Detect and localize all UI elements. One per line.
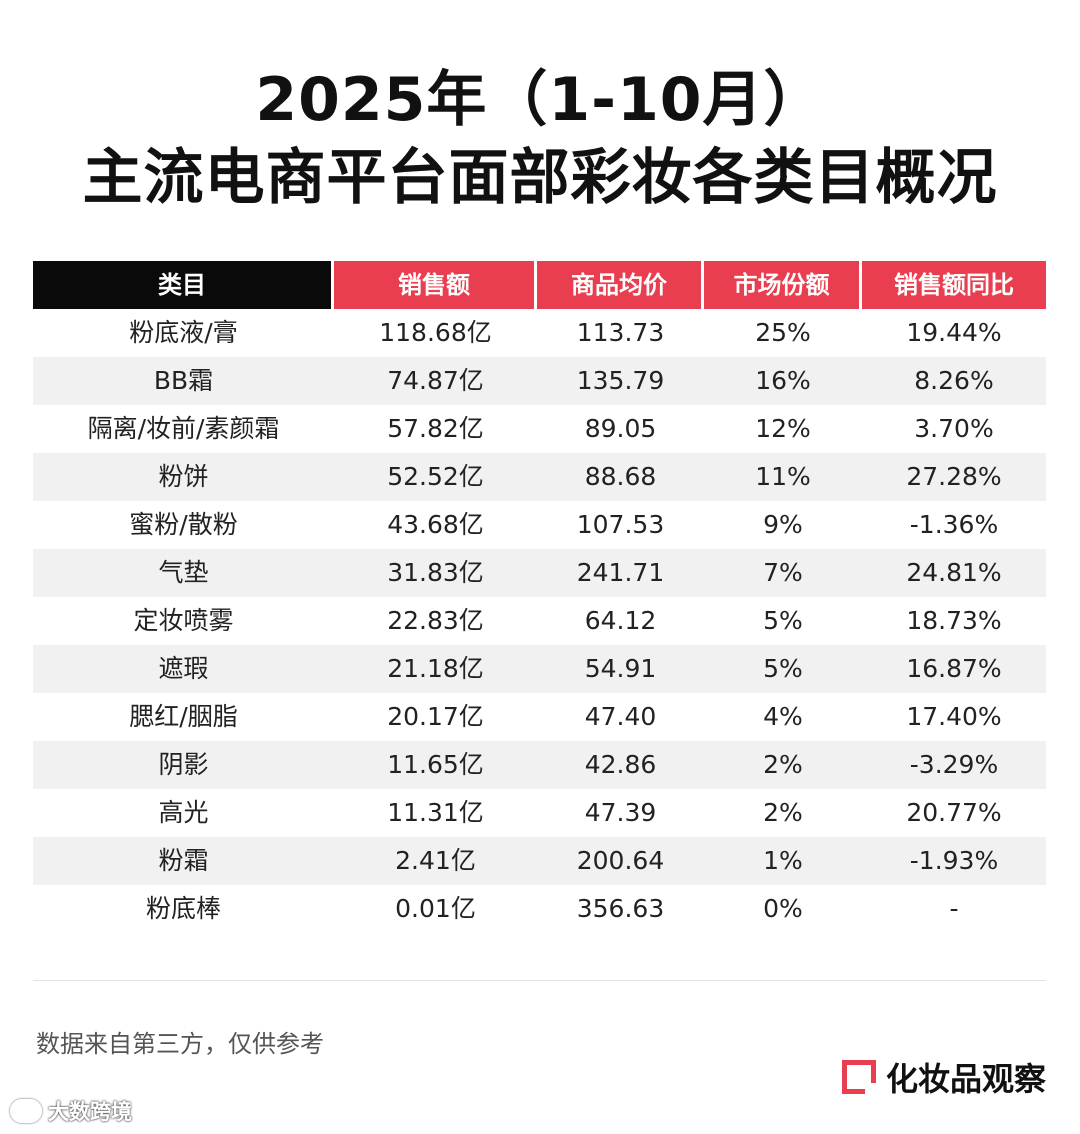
cell-avg-price: 88.68 [584, 462, 657, 491]
cell-avg-price: 42.86 [584, 750, 657, 779]
table-row: 粉霜 2.41亿 200.64 1% -1.93% [33, 837, 1046, 885]
cell-avg-price: 107.53 [576, 510, 665, 539]
table-row: 腮红/胭脂 20.17亿 47.40 4% 17.40% [33, 693, 1046, 741]
table-row: 隔离/妆前/素颜霜 57.82亿 89.05 12% 3.70% [33, 405, 1046, 453]
table-row: 遮瑕 21.18亿 54.91 5% 16.87% [33, 645, 1046, 693]
cell-sales: 20.17亿 [387, 702, 484, 731]
cell-market-share: 12% [755, 414, 811, 443]
cell-market-share: 0% [763, 894, 803, 923]
cell-sales: 43.68亿 [387, 510, 484, 539]
cell-avg-price: 64.12 [584, 606, 657, 635]
cell-avg-price: 47.40 [584, 702, 657, 731]
cell-yoy: - [949, 894, 959, 923]
cell-market-share: 5% [763, 606, 803, 635]
cell-sales: 22.83亿 [387, 606, 484, 635]
cell-category: 隔离/妆前/素颜霜 [87, 414, 280, 443]
brand-name: 化妆品观察 [885, 1060, 1046, 1098]
cell-market-share: 1% [763, 846, 803, 875]
table-row: 粉饼 52.52亿 88.68 11% 27.28% [33, 453, 1046, 501]
cell-category: 腮红/胭脂 [129, 702, 238, 731]
column-header-sales: 销售额 [334, 261, 537, 309]
cell-market-share: 25% [755, 318, 811, 347]
cell-sales: 11.65亿 [387, 750, 484, 779]
cell-category: 气垫 [158, 558, 209, 587]
cell-category: 遮瑕 [158, 654, 209, 683]
cell-yoy: -1.36% [909, 510, 999, 539]
cell-yoy: 8.26% [914, 366, 994, 395]
cell-category: 定妆喷雾 [133, 606, 234, 635]
cell-avg-price: 47.39 [584, 798, 657, 827]
cell-market-share: 4% [763, 702, 803, 731]
cell-yoy: 16.87% [906, 654, 1002, 683]
cell-sales: 0.01亿 [395, 894, 476, 923]
cell-avg-price: 200.64 [576, 846, 665, 875]
table-row: 粉底液/膏 118.68亿 113.73 25% 19.44% [33, 309, 1046, 357]
cell-market-share: 16% [755, 366, 811, 395]
cell-avg-price: 135.79 [576, 366, 665, 395]
table-body: 粉底液/膏 118.68亿 113.73 25% 19.44% BB霜 74.87亿 135.… [33, 309, 1046, 933]
cell-category: BB霜 [153, 366, 214, 395]
footer-divider [33, 980, 1046, 981]
chart-title-line2: 主流电商平台面部彩妆各类目概况 [82, 143, 998, 213]
table-row: 阴影 11.65亿 42.86 2% -3.29% [33, 741, 1046, 789]
cell-yoy: 27.28% [906, 462, 1002, 491]
cell-category: 粉霜 [158, 846, 209, 875]
data-table: 类目 销售额 商品均价 市场份额 销售额同比 粉底液/膏 118.68亿 113.7… [33, 261, 1046, 933]
table-row: 高光 11.31亿 47.39 2% 20.77% [33, 789, 1046, 837]
cell-category: 阴影 [158, 750, 209, 779]
table-row: 定妆喷雾 22.83亿 64.12 5% 18.73% [33, 597, 1046, 645]
cell-market-share: 11% [755, 462, 811, 491]
watermark: 大数跨境 [10, 1096, 132, 1126]
brand-logo: 化妆品观察 [841, 1054, 1046, 1100]
table-row: BB霜 74.87亿 135.79 16% 8.26% [33, 357, 1046, 405]
cell-yoy: 20.77% [906, 798, 1002, 827]
column-header-market-share: 市场份额 [704, 261, 862, 309]
watermark-text: 大数跨境 [48, 1100, 132, 1124]
cell-sales: 21.18亿 [387, 654, 484, 683]
cell-category: 粉饼 [158, 462, 209, 491]
cell-market-share: 5% [763, 654, 803, 683]
cell-sales: 11.31亿 [387, 798, 484, 827]
table-row: 粉底棒 0.01亿 356.63 0% - [33, 885, 1046, 933]
cell-market-share: 2% [763, 750, 803, 779]
cell-yoy: -3.29% [909, 750, 999, 779]
cell-category: 蜜粉/散粉 [129, 510, 238, 539]
table-row: 气垫 31.83亿 241.71 7% 24.81% [33, 549, 1046, 597]
cell-avg-price: 54.91 [584, 654, 657, 683]
cell-avg-price: 89.05 [584, 414, 657, 443]
cell-yoy: 17.40% [906, 702, 1002, 731]
column-header-avg-price: 商品均价 [537, 261, 704, 309]
table-row: 蜜粉/散粉 43.68亿 107.53 9% -1.36% [33, 501, 1046, 549]
watermark-logo-icon [10, 1099, 42, 1123]
cell-sales: 31.83亿 [387, 558, 484, 587]
cell-market-share: 7% [763, 558, 803, 587]
cell-category: 粉底液/膏 [129, 318, 238, 347]
cell-sales: 74.87亿 [387, 366, 484, 395]
cell-yoy: -1.93% [909, 846, 999, 875]
column-header-category: 类目 [33, 261, 334, 309]
cell-avg-price: 356.63 [576, 894, 665, 923]
cell-market-share: 9% [763, 510, 803, 539]
cell-category: 高光 [158, 798, 209, 827]
source-note: 数据来自第三方，仅供参考 [36, 1030, 324, 1058]
cell-avg-price: 113.73 [576, 318, 665, 347]
cell-sales: 57.82亿 [387, 414, 484, 443]
cell-yoy: 19.44% [906, 318, 1002, 347]
column-header-yoy: 销售额同比 [862, 261, 1046, 309]
cell-sales: 2.41亿 [395, 846, 476, 875]
cell-market-share: 2% [763, 798, 803, 827]
cell-yoy: 3.70% [914, 414, 994, 443]
cell-yoy: 18.73% [906, 606, 1002, 635]
cell-sales: 52.52亿 [387, 462, 484, 491]
cell-category: 粉底棒 [145, 894, 221, 923]
brand-mark-icon [841, 1060, 876, 1094]
cell-yoy: 24.81% [906, 558, 1002, 587]
table-header-row: 类目 销售额 商品均价 市场份额 销售额同比 [33, 261, 1046, 309]
chart-title-line1: 2025年（1-10月） [255, 65, 825, 135]
cell-avg-price: 241.71 [576, 558, 665, 587]
cell-sales: 118.68亿 [379, 318, 492, 347]
